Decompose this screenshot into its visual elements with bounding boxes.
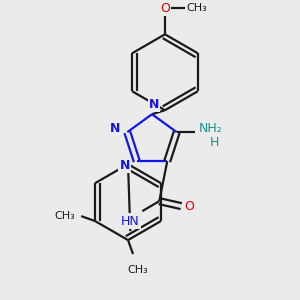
Text: CH₃: CH₃ <box>55 211 76 221</box>
Text: NH₂: NH₂ <box>199 122 223 135</box>
Text: HN: HN <box>121 214 140 228</box>
Text: N: N <box>110 122 121 135</box>
Text: O: O <box>160 2 170 15</box>
Text: CH₃: CH₃ <box>128 265 148 275</box>
Text: O: O <box>184 200 194 213</box>
Text: N: N <box>149 98 159 111</box>
Text: H: H <box>210 136 219 148</box>
Text: N: N <box>120 159 130 172</box>
Text: CH₃: CH₃ <box>187 3 207 13</box>
